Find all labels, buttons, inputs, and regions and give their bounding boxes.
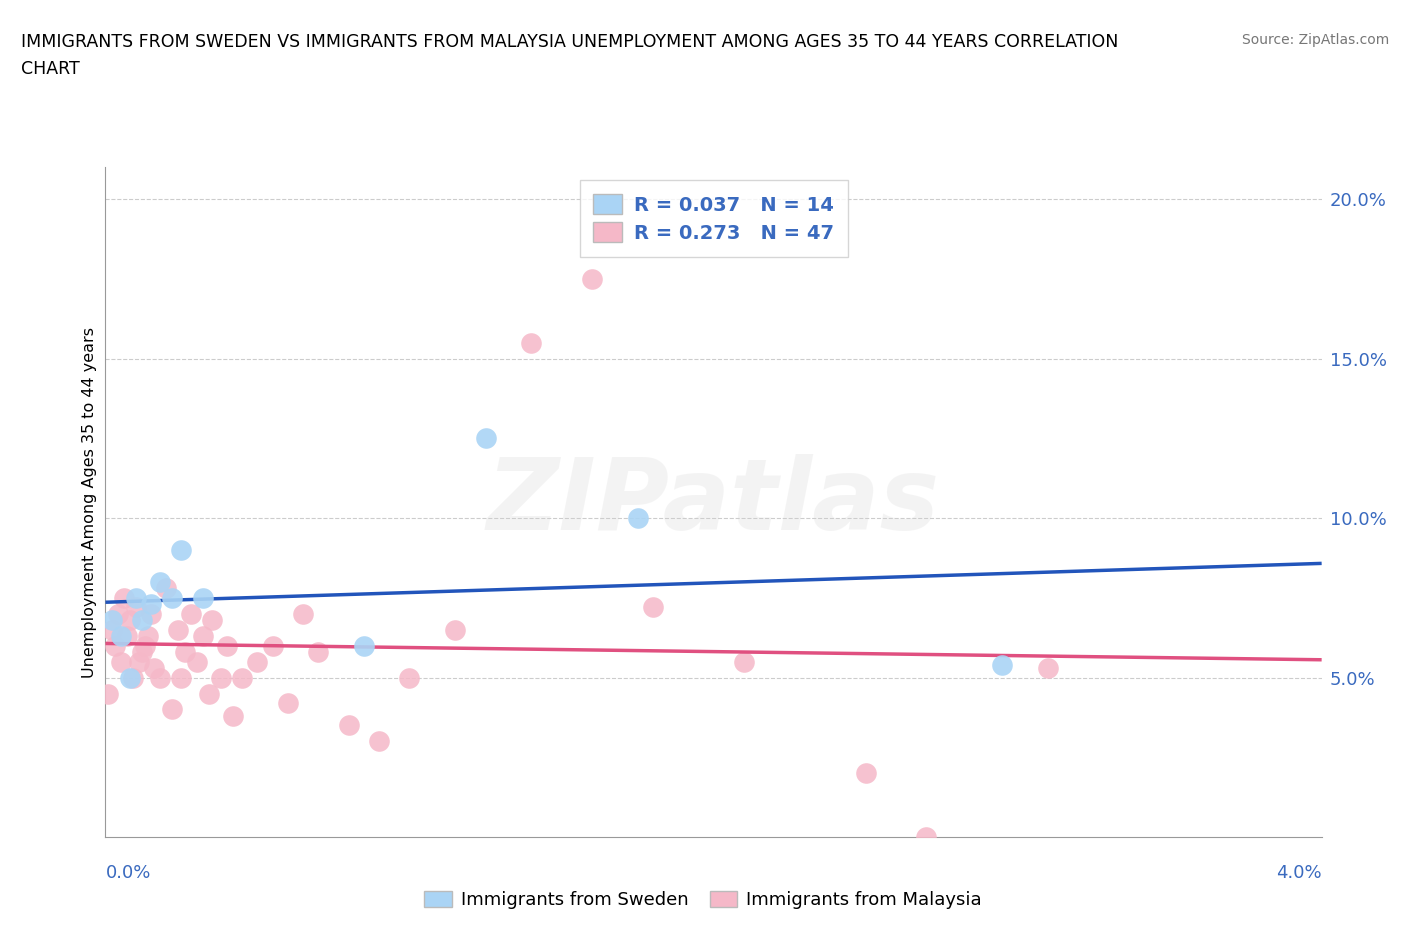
Point xyxy=(733,654,755,669)
Point xyxy=(100,622,122,637)
Point xyxy=(125,600,148,615)
Point xyxy=(855,765,877,780)
Point xyxy=(149,575,172,590)
Point xyxy=(222,709,245,724)
Point xyxy=(170,671,193,685)
Point xyxy=(118,671,141,685)
Point xyxy=(155,581,177,596)
Point xyxy=(162,702,184,717)
Legend: Immigrants from Sweden, Immigrants from Malaysia: Immigrants from Sweden, Immigrants from … xyxy=(418,884,988,916)
Point xyxy=(97,686,120,701)
Point xyxy=(581,272,603,286)
Y-axis label: Unemployment Among Ages 35 to 44 years: Unemployment Among Ages 35 to 44 years xyxy=(82,326,97,678)
Point xyxy=(1036,660,1059,675)
Point xyxy=(131,613,153,628)
Point xyxy=(368,734,391,749)
Point xyxy=(520,336,543,351)
Point xyxy=(641,600,664,615)
Point xyxy=(121,671,143,685)
Point xyxy=(626,511,648,525)
Point xyxy=(162,591,184,605)
Point xyxy=(186,654,208,669)
Point xyxy=(337,718,360,733)
Point xyxy=(198,686,221,701)
Point xyxy=(149,671,172,685)
Point xyxy=(201,613,224,628)
Point xyxy=(180,606,202,621)
Point xyxy=(292,606,315,621)
Point xyxy=(217,638,239,653)
Point xyxy=(131,644,153,659)
Point xyxy=(136,629,159,644)
Point xyxy=(209,671,232,685)
Point xyxy=(167,622,190,637)
Point xyxy=(112,591,135,605)
Legend: R = 0.037   N = 14, R = 0.273   N = 47: R = 0.037 N = 14, R = 0.273 N = 47 xyxy=(579,180,848,257)
Point xyxy=(115,629,138,644)
Point xyxy=(277,696,299,711)
Point xyxy=(128,654,150,669)
Text: IMMIGRANTS FROM SWEDEN VS IMMIGRANTS FROM MALAYSIA UNEMPLOYMENT AMONG AGES 35 TO: IMMIGRANTS FROM SWEDEN VS IMMIGRANTS FRO… xyxy=(21,33,1118,50)
Text: ZIPatlas: ZIPatlas xyxy=(486,454,941,551)
Text: Source: ZipAtlas.com: Source: ZipAtlas.com xyxy=(1241,33,1389,46)
Point xyxy=(100,613,122,628)
Point xyxy=(134,638,156,653)
Point xyxy=(991,658,1014,672)
Point xyxy=(125,591,148,605)
Point xyxy=(444,622,467,637)
Point xyxy=(110,629,132,644)
Point xyxy=(915,830,938,844)
Point xyxy=(262,638,284,653)
Text: CHART: CHART xyxy=(21,60,80,78)
Point xyxy=(173,644,195,659)
Point xyxy=(118,613,141,628)
Text: 0.0%: 0.0% xyxy=(105,864,150,882)
Point xyxy=(170,542,193,557)
Point xyxy=(139,606,162,621)
Text: 4.0%: 4.0% xyxy=(1277,864,1322,882)
Point xyxy=(474,431,496,445)
Point xyxy=(103,638,125,653)
Point xyxy=(231,671,253,685)
Point xyxy=(246,654,269,669)
Point xyxy=(353,638,375,653)
Point xyxy=(110,654,132,669)
Point xyxy=(191,591,214,605)
Point xyxy=(307,644,329,659)
Point xyxy=(191,629,214,644)
Point xyxy=(398,671,420,685)
Point xyxy=(143,660,166,675)
Point xyxy=(107,606,129,621)
Point xyxy=(139,597,162,612)
